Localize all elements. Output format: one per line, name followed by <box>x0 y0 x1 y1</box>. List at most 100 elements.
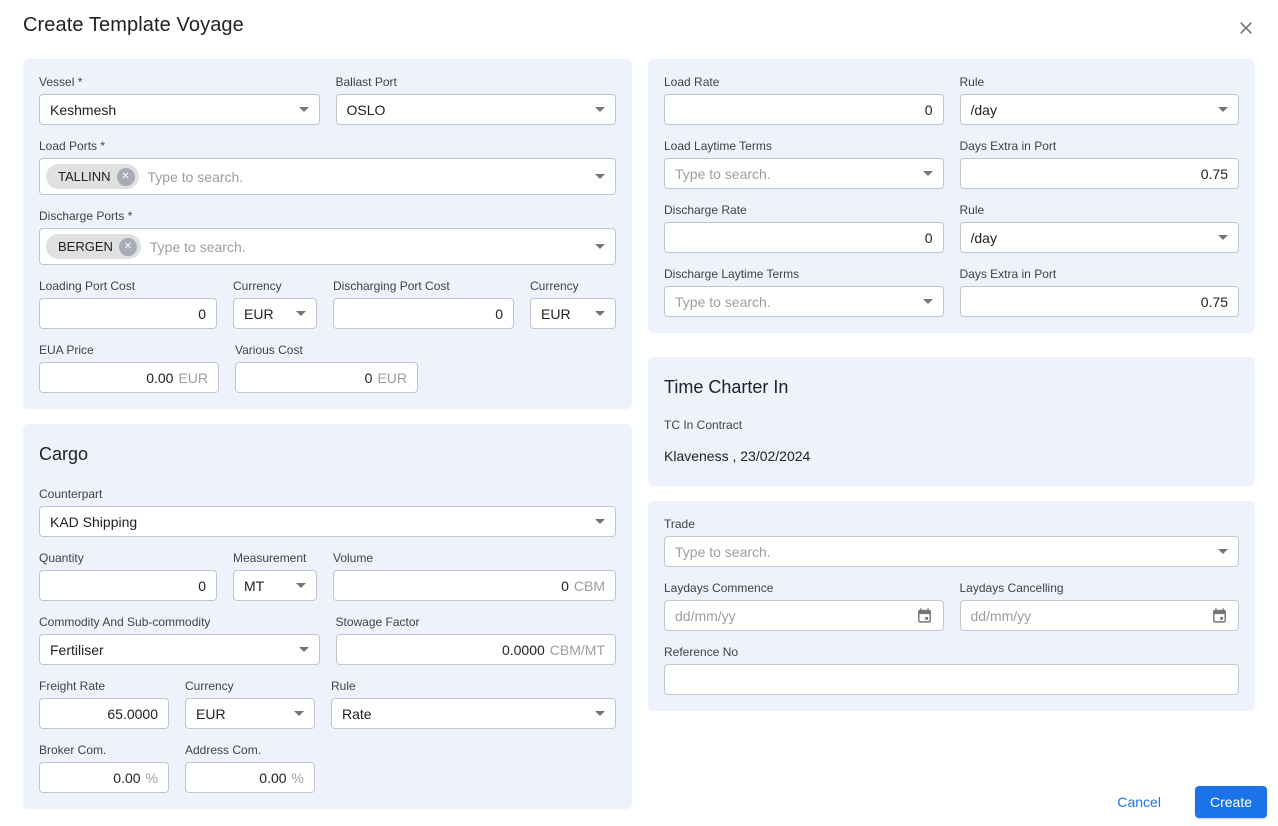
stowage-factor-field: Stowage Factor CBM/MT <box>335 615 616 665</box>
eua-price-input[interactable] <box>50 369 174 386</box>
cancel-button[interactable]: Cancel <box>1109 788 1169 816</box>
modal-header: Create Template Voyage <box>0 0 1278 37</box>
load-rate-field: Load Rate <box>664 75 944 125</box>
commodity-label: Commodity And Sub-commodity <box>39 615 211 629</box>
various-cost-label: Various Cost <box>235 343 303 357</box>
right-column: Load Rate Rule /day Load Laytime Terms <box>648 59 1255 809</box>
freight-currency-field: Currency EUR <box>185 679 315 729</box>
chip-label: BERGEN <box>58 239 113 254</box>
chevron-down-icon <box>1218 549 1228 554</box>
percent-suffix: % <box>145 769 158 786</box>
load-ports-search-input[interactable] <box>147 168 587 185</box>
discharge-ports-label: Discharge Ports * <box>39 209 133 223</box>
reference-no-field: Reference No <box>664 645 1239 695</box>
laydays-commence-datepicker[interactable] <box>664 600 944 631</box>
load-rate-input[interactable] <box>675 101 933 118</box>
chevron-down-icon <box>298 107 309 112</box>
left-column: Vessel * Keshmesh Ballast Port OSLO <box>23 59 632 809</box>
reference-no-label: Reference No <box>664 645 739 659</box>
remove-chip-icon[interactable]: ✕ <box>116 167 135 186</box>
freight-rule-select[interactable]: Rate <box>331 698 616 729</box>
discharging-port-cost-label: Discharging Port Cost <box>333 279 450 293</box>
discharge-ports-search-input[interactable] <box>149 238 587 255</box>
discharging-currency-select[interactable]: EUR <box>530 298 616 329</box>
chevron-down-icon <box>595 711 605 716</box>
port-chip: BERGEN ✕ <box>46 234 141 259</box>
freight-rate-field: Freight Rate <box>39 679 169 729</box>
dialog-actions: Cancel Create <box>1109 786 1267 818</box>
chevron-down-icon <box>595 244 605 249</box>
eua-price-label: EUA Price <box>39 343 94 357</box>
discharge-ports-multiselect[interactable]: BERGEN ✕ <box>39 228 616 265</box>
laydays-commence-field: Laydays Commence <box>664 581 944 631</box>
calendar-icon[interactable] <box>916 607 933 624</box>
measurement-select[interactable]: MT <box>233 570 317 601</box>
ballast-port-select[interactable]: OSLO <box>335 94 616 125</box>
laydays-commence-input[interactable] <box>675 607 908 624</box>
create-button[interactable]: Create <box>1194 786 1267 818</box>
discharge-laytime-terms-input[interactable] <box>675 293 915 310</box>
discharge-ports-field: Discharge Ports * BERGEN ✕ <box>39 209 616 265</box>
discharge-laytime-terms-field: Discharge Laytime Terms <box>664 267 944 317</box>
vessel-select[interactable]: Keshmesh <box>39 94 320 125</box>
close-x-glyph <box>1240 22 1252 34</box>
volume-input[interactable] <box>344 577 569 594</box>
close-icon[interactable] <box>1230 12 1262 44</box>
trade-select[interactable] <box>664 536 1239 567</box>
various-cost-input[interactable] <box>246 369 373 386</box>
discharge-laytime-terms-label: Discharge Laytime Terms <box>664 267 800 281</box>
chevron-down-icon <box>296 583 306 588</box>
chevron-down-icon <box>595 519 605 524</box>
rule-label: Rule <box>959 75 985 89</box>
freight-rule-field: Rule Rate <box>331 679 616 729</box>
port-chip: TALLINN ✕ <box>46 164 139 189</box>
loading-port-cost-label: Loading Port Cost <box>39 279 136 293</box>
load-rule-field: Rule /day <box>959 75 1239 125</box>
chevron-down-icon <box>298 647 309 652</box>
reference-no-input[interactable] <box>675 671 1228 688</box>
broker-com-field: Broker Com. % <box>39 743 169 793</box>
measurement-label: Measurement <box>233 551 307 565</box>
load-laytime-terms-input[interactable] <box>675 165 915 182</box>
ballast-port-field: Ballast Port OSLO <box>335 75 616 125</box>
volume-field: Volume CBM <box>333 551 616 601</box>
counterpart-select[interactable]: KAD Shipping <box>39 506 616 537</box>
loading-port-cost-field: Loading Port Cost <box>39 279 217 329</box>
quantity-label: Quantity <box>39 551 84 565</box>
chevron-down-icon <box>1218 107 1228 112</box>
quantity-field: Quantity <box>39 551 217 601</box>
discharge-days-extra-input[interactable] <box>970 293 1228 310</box>
discharge-rate-input[interactable] <box>675 229 933 246</box>
loading-currency-select[interactable]: EUR <box>233 298 317 329</box>
vessel-label: Vessel * <box>39 75 83 89</box>
freight-currency-select[interactable]: EUR <box>185 698 315 729</box>
broker-com-input[interactable] <box>50 769 141 786</box>
chevron-down-icon <box>296 311 306 316</box>
commodity-select[interactable]: Fertiliser <box>39 634 320 665</box>
loading-port-cost-input[interactable] <box>50 305 206 322</box>
load-laytime-terms-select[interactable] <box>664 158 944 189</box>
calendar-icon[interactable] <box>1211 607 1228 624</box>
laydays-cancelling-input[interactable] <box>970 607 1203 624</box>
cargo-heading: Cargo <box>39 444 89 464</box>
volume-label: Volume <box>333 551 374 565</box>
load-ports-multiselect[interactable]: TALLINN ✕ <box>39 158 616 195</box>
load-days-extra-input[interactable] <box>970 165 1228 182</box>
discharge-laytime-terms-select[interactable] <box>664 286 944 317</box>
currency-label: Currency <box>233 279 282 293</box>
discharge-rule-select[interactable]: /day <box>959 222 1239 253</box>
chip-label: TALLINN <box>58 169 111 184</box>
remove-chip-icon[interactable]: ✕ <box>118 237 137 256</box>
chevron-down-icon <box>595 174 605 179</box>
laydays-cancelling-datepicker[interactable] <box>959 600 1239 631</box>
load-rule-select[interactable]: /day <box>959 94 1239 125</box>
stowage-factor-input[interactable] <box>346 641 545 658</box>
discharging-port-cost-input[interactable] <box>344 305 503 322</box>
trade-search-input[interactable] <box>675 543 1210 560</box>
address-com-input[interactable] <box>196 769 287 786</box>
freight-rate-input[interactable] <box>50 705 158 722</box>
discharge-rate-label: Discharge Rate <box>664 203 747 217</box>
voyage-panel: Vessel * Keshmesh Ballast Port OSLO <box>23 59 632 409</box>
address-com-field: Address Com. % <box>185 743 315 793</box>
quantity-input[interactable] <box>50 577 206 594</box>
